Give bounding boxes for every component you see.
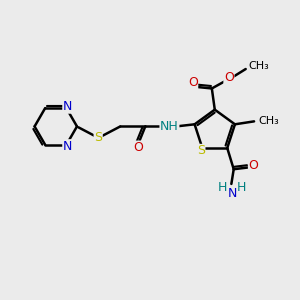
Text: O: O (248, 159, 258, 172)
Text: N: N (63, 100, 72, 113)
Text: S: S (94, 131, 102, 144)
Text: H: H (237, 181, 246, 194)
Text: NH: NH (160, 120, 179, 133)
Text: O: O (188, 76, 198, 89)
Text: O: O (133, 141, 143, 154)
Text: N: N (63, 140, 72, 153)
Text: H: H (218, 181, 227, 194)
Text: O: O (224, 71, 234, 84)
Text: CH₃: CH₃ (259, 116, 279, 126)
Text: N: N (227, 187, 237, 200)
Text: S: S (197, 145, 205, 158)
Text: CH₃: CH₃ (248, 61, 269, 71)
